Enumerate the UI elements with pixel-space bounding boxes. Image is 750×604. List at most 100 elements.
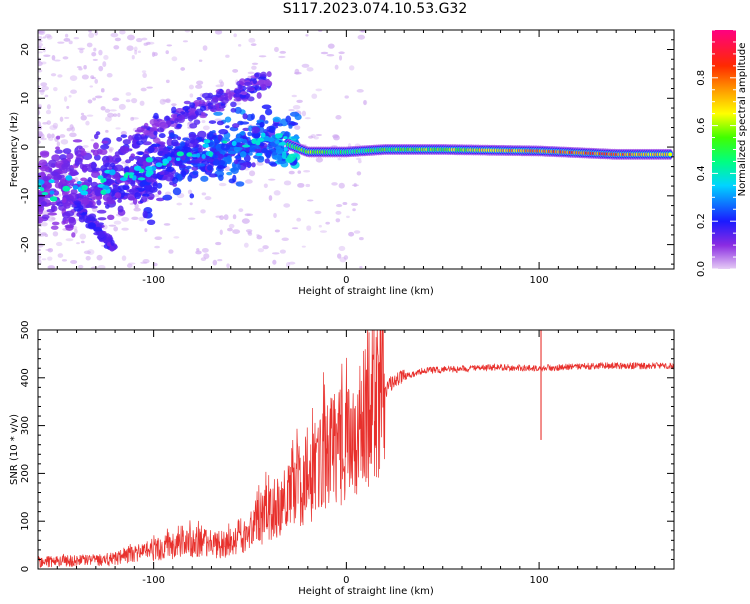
heatmap-cell — [244, 81, 253, 86]
heatmap-cell — [358, 159, 362, 164]
heatmap-cell — [195, 153, 201, 158]
heatmap-cell — [283, 136, 288, 140]
heatmap-cell — [342, 202, 348, 206]
heatmap-cell — [47, 265, 56, 269]
heatmap-cell — [180, 111, 186, 115]
heatmap-cell — [305, 183, 311, 188]
colorbar-tick-label: 0.8 — [696, 70, 707, 86]
heatmap-cell — [114, 157, 122, 162]
heatmap-cell — [38, 89, 46, 93]
heatmap-cell — [130, 179, 136, 187]
heatmap-cell — [64, 33, 69, 38]
heatmap-cell — [292, 104, 301, 110]
heatmap-cell — [63, 37, 71, 42]
heatmap-cell — [53, 59, 61, 62]
heatmap-cell — [80, 150, 87, 157]
heatmap-y-tick-label: -10 — [20, 188, 31, 204]
heatmap-cell — [290, 135, 300, 140]
heatmap-cell — [72, 139, 83, 143]
heatmap-cell — [142, 72, 147, 78]
heatmap-cell — [227, 150, 237, 155]
heatmap-cell — [243, 242, 249, 248]
heatmap-cell — [212, 259, 218, 266]
heatmap-cell — [139, 100, 145, 106]
heatmap-cell — [162, 194, 173, 201]
heatmap-cell — [273, 212, 277, 219]
heatmap-cell — [62, 158, 68, 165]
heatmap-cell — [100, 106, 106, 111]
heatmap-cell — [133, 165, 142, 171]
heatmap-cell — [171, 103, 177, 107]
heatmap-cell — [90, 161, 97, 170]
heatmap-cell — [141, 37, 148, 41]
heatmap-cell — [266, 71, 272, 78]
heatmap-cell — [38, 248, 41, 252]
heatmap-cell — [81, 197, 90, 205]
heatmap-cell — [124, 166, 130, 173]
heatmap-cell — [200, 209, 206, 214]
heatmap-cell — [38, 30, 46, 36]
heatmap-cell — [45, 109, 52, 115]
heatmap-cell — [157, 119, 166, 126]
heatmap-cell — [242, 127, 250, 132]
heatmap-cell — [96, 209, 107, 214]
heatmap-cell — [87, 177, 93, 183]
heatmap-cell — [198, 137, 203, 142]
heatmap-cell — [313, 136, 319, 140]
heatmap-cell — [169, 181, 175, 186]
heatmap-cell — [201, 192, 207, 196]
heatmap-cell — [246, 85, 255, 91]
heatmap-cell — [129, 202, 134, 205]
heatmap-cell — [291, 227, 299, 230]
heatmap-cell — [51, 133, 55, 139]
heatmap-cell — [165, 98, 171, 104]
heatmap-cell — [233, 33, 237, 38]
heatmap-cell — [114, 37, 121, 42]
heatmap-cell — [220, 143, 231, 151]
heatmap-cell — [353, 182, 357, 188]
colorbar-tick-label: 0.6 — [696, 118, 707, 134]
heatmap-cell — [134, 192, 142, 200]
heatmap-cell — [121, 216, 130, 222]
heatmap-cell — [140, 136, 148, 143]
heatmap-cell — [242, 161, 251, 167]
heatmap-cell — [207, 164, 213, 171]
heatmap-cell — [65, 175, 73, 181]
heatmap-cell — [83, 250, 91, 255]
heatmap-cell — [127, 262, 136, 265]
heatmap-cell — [86, 42, 93, 48]
heatmap-cell — [288, 261, 296, 265]
heatmap-cell — [237, 120, 244, 126]
heatmap-cell — [228, 223, 235, 229]
heatmap-cell — [278, 55, 286, 59]
heatmap-cell — [247, 96, 255, 102]
heatmap-cell — [315, 133, 323, 137]
heatmap-cell — [61, 259, 68, 262]
heatmap-cell — [335, 115, 342, 120]
heatmap-cell — [319, 230, 328, 233]
heatmap-cell — [251, 126, 261, 134]
heatmap-cell — [259, 121, 265, 128]
heatmap-cell — [56, 135, 61, 140]
heatmap-cell — [286, 261, 291, 268]
heatmap-cell — [338, 55, 343, 61]
heatmap-cell — [307, 199, 314, 202]
heatmap-cell — [356, 171, 362, 176]
heatmap-cell — [196, 80, 204, 85]
heatmap-cell — [246, 213, 254, 217]
heatmap-cell — [94, 95, 103, 99]
heatmap-cell — [236, 96, 241, 102]
heatmap-cell — [214, 30, 223, 35]
heatmap-cell — [281, 158, 287, 162]
heatmap-cell — [303, 170, 311, 173]
heatmap-cell — [188, 84, 194, 90]
heatmap-y-axis-label: Frequency (Hz) — [9, 112, 20, 188]
heatmap-cell — [136, 140, 144, 146]
heatmap-cell — [110, 32, 119, 38]
heatmap-cell — [108, 169, 116, 176]
heatmap-cell — [171, 106, 177, 114]
heatmap-cell — [202, 125, 210, 131]
heatmap-cell — [53, 190, 60, 196]
heatmap-cell — [187, 108, 197, 113]
heatmap-cell — [251, 138, 257, 145]
